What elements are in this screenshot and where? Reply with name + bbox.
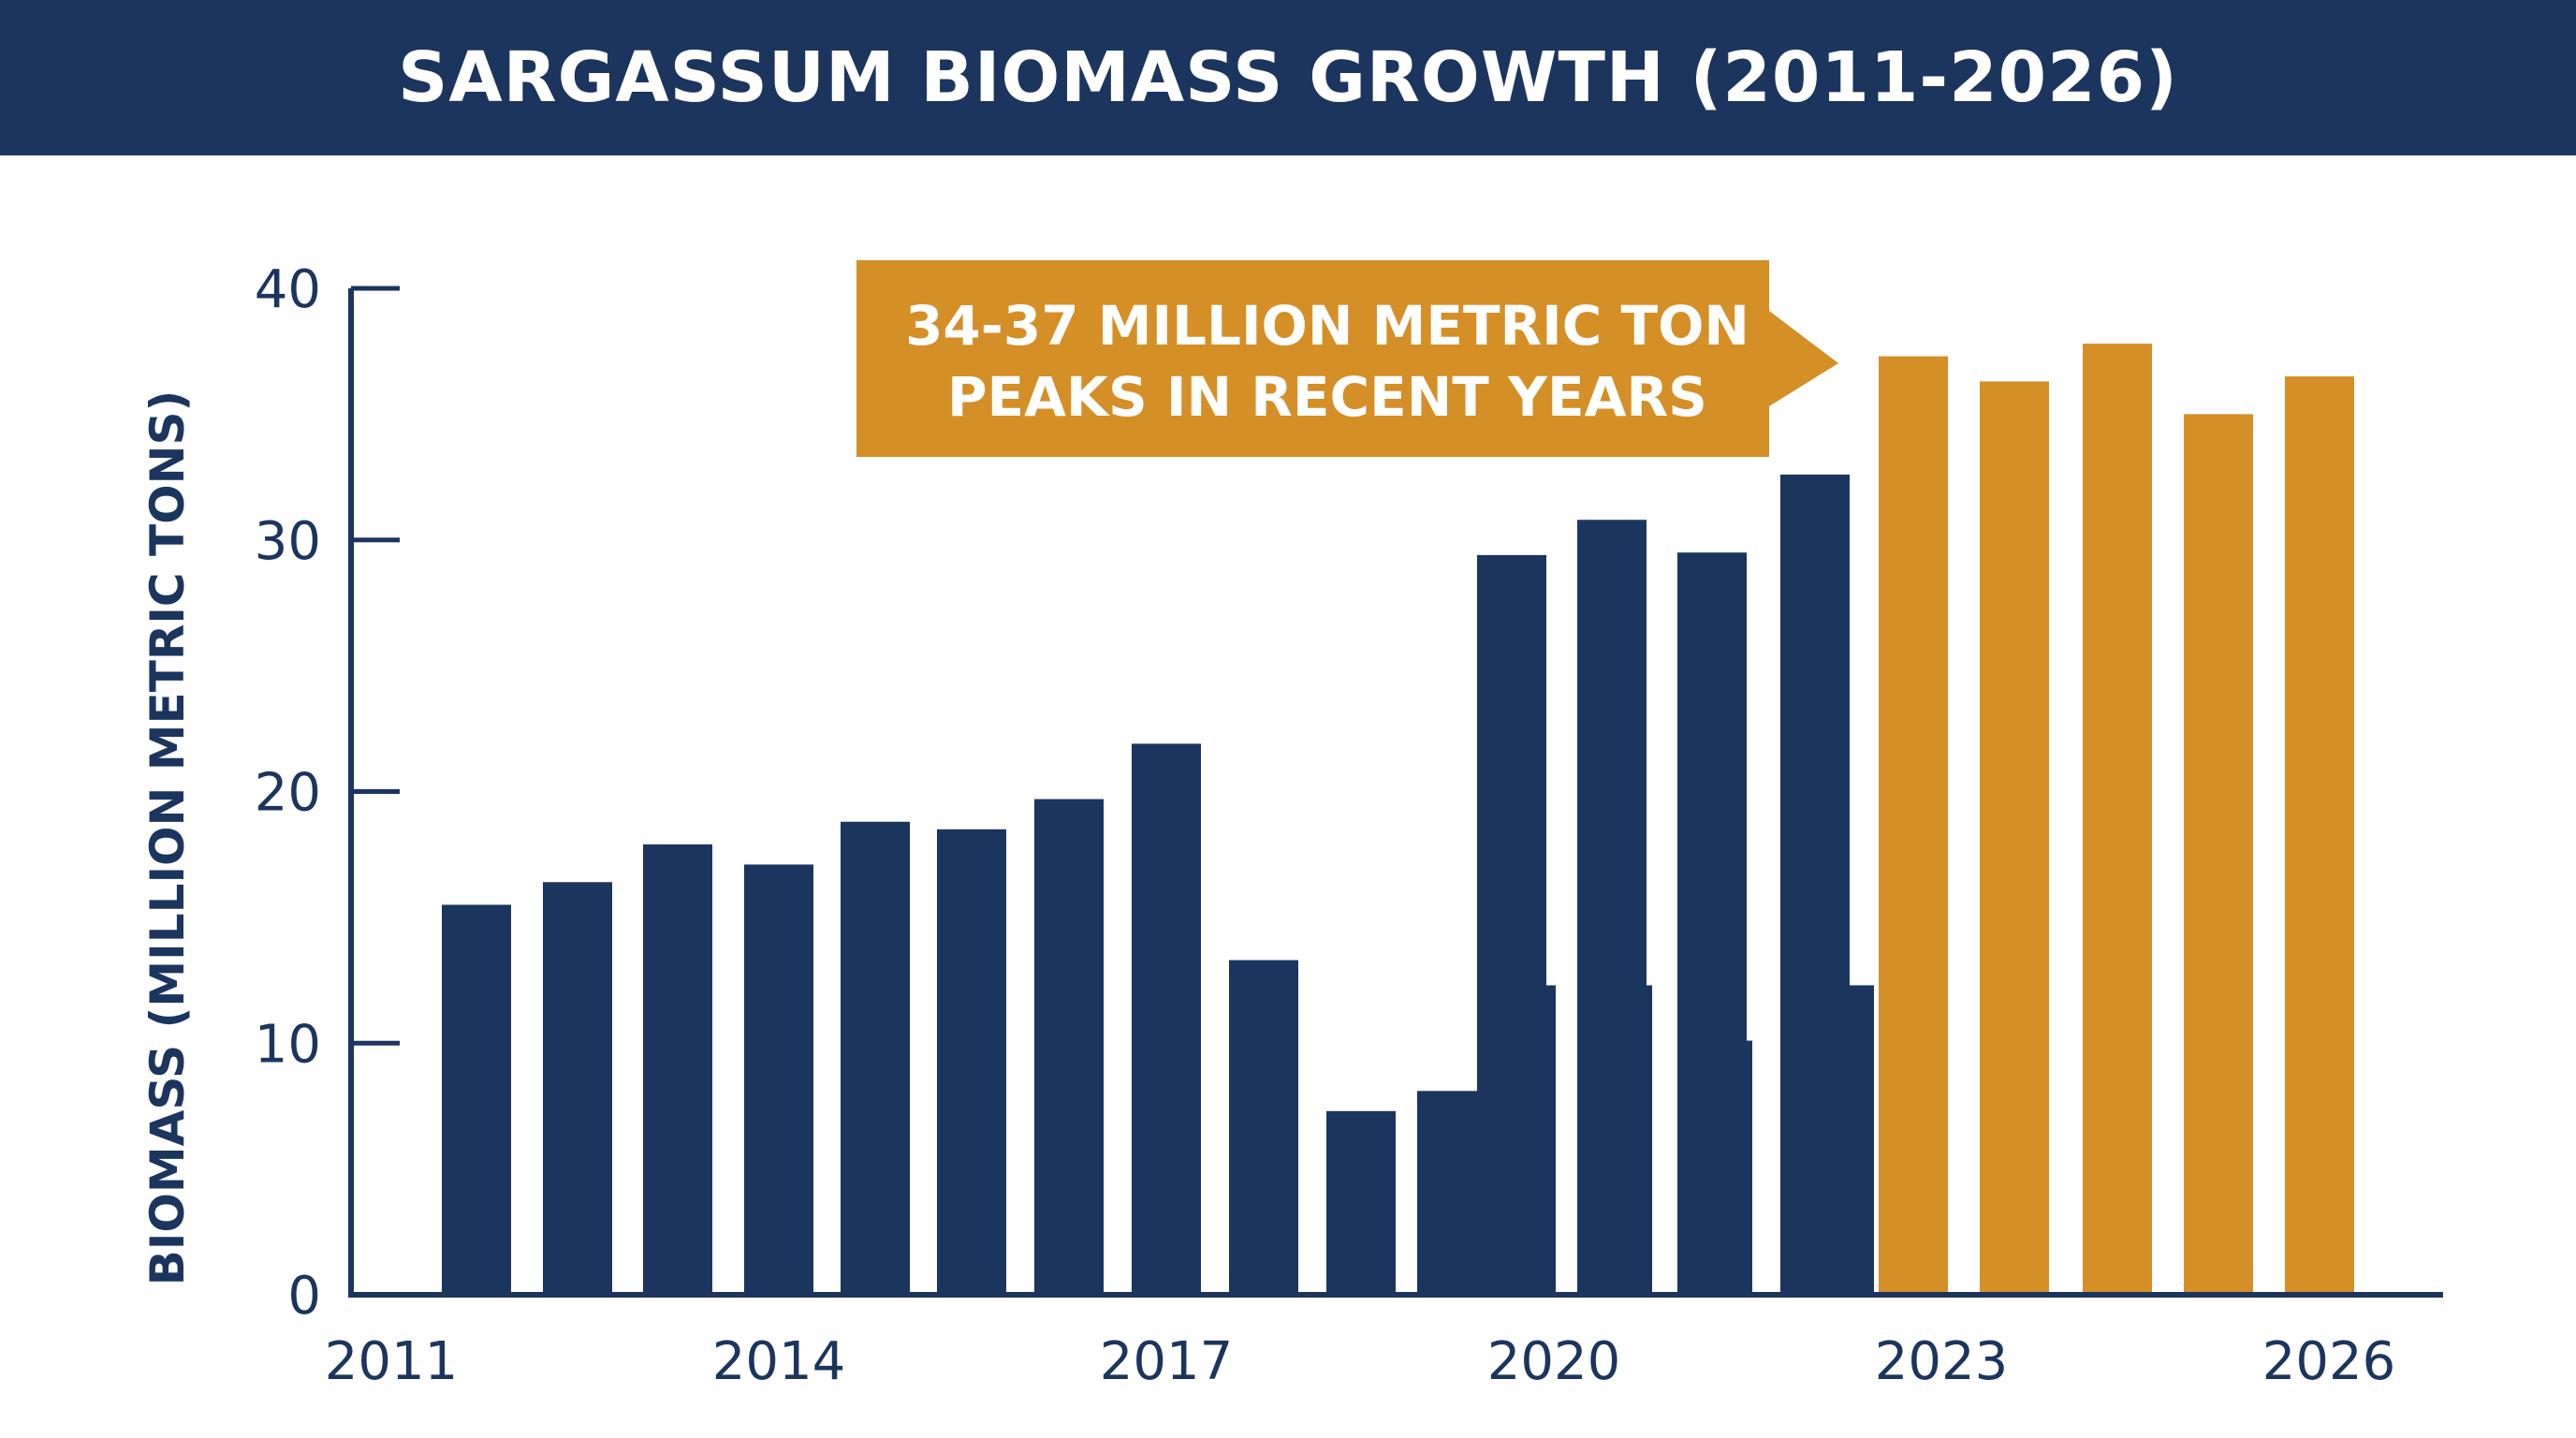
y-tick-label: 0 xyxy=(287,1266,321,1327)
bar-highlight xyxy=(2083,344,2152,1295)
bar xyxy=(1814,985,1874,1295)
bar xyxy=(1132,743,1201,1295)
y-axis-ticks: 0 10 20 30 40 xyxy=(255,259,400,1327)
x-tick-label: 2011 xyxy=(325,1331,459,1392)
y-tick-label: 20 xyxy=(255,763,321,824)
y-tick-label: 40 xyxy=(255,259,321,320)
bar xyxy=(937,829,1006,1295)
chart-title: SARGASSUM BIOMASS GROWTH (2011-2026) xyxy=(398,37,2178,118)
peak-annotation: 34-37 MILLION METRIC TON PEAKS IN RECENT… xyxy=(856,260,1838,457)
x-axis-ticks: 2011 2014 2017 2020 2023 2026 xyxy=(325,1331,2396,1392)
bar xyxy=(744,864,813,1295)
bar xyxy=(1611,985,1652,1295)
title-banner: SARGASSUM BIOMASS GROWTH (2011-2026) xyxy=(0,0,2576,155)
y-tick-label: 30 xyxy=(255,511,321,572)
bar-highlight xyxy=(1879,356,1948,1295)
bar-highlight xyxy=(1980,381,2049,1295)
x-tick-label: 2023 xyxy=(1875,1331,2009,1392)
bar xyxy=(543,882,612,1295)
bar xyxy=(442,904,511,1295)
annotation-line-2: PEAKS IN RECENT YEARS xyxy=(947,365,1707,429)
bar xyxy=(1326,1110,1396,1295)
bar-highlight xyxy=(2184,414,2253,1295)
bar xyxy=(1034,799,1104,1295)
bar xyxy=(643,844,712,1295)
x-tick-label: 2020 xyxy=(1487,1331,1621,1392)
x-tick-label: 2014 xyxy=(712,1331,846,1392)
x-tick-label: 2026 xyxy=(2262,1331,2396,1392)
bar xyxy=(1515,985,1556,1295)
bar xyxy=(1229,960,1298,1295)
bar xyxy=(1711,1040,1752,1295)
bar xyxy=(1417,1091,1486,1295)
x-tick-label: 2017 xyxy=(1100,1331,1234,1392)
y-axis-title: BIOMASS (MILLION METRIC TONS) xyxy=(140,390,195,1286)
annotation-callout-box xyxy=(856,260,1838,457)
annotation-line-1: 34-37 MILLION METRIC TON xyxy=(905,294,1749,358)
bar-highlight xyxy=(2285,376,2354,1295)
bar xyxy=(841,821,910,1295)
y-tick-label: 10 xyxy=(255,1014,321,1075)
bar-series xyxy=(442,344,2354,1295)
